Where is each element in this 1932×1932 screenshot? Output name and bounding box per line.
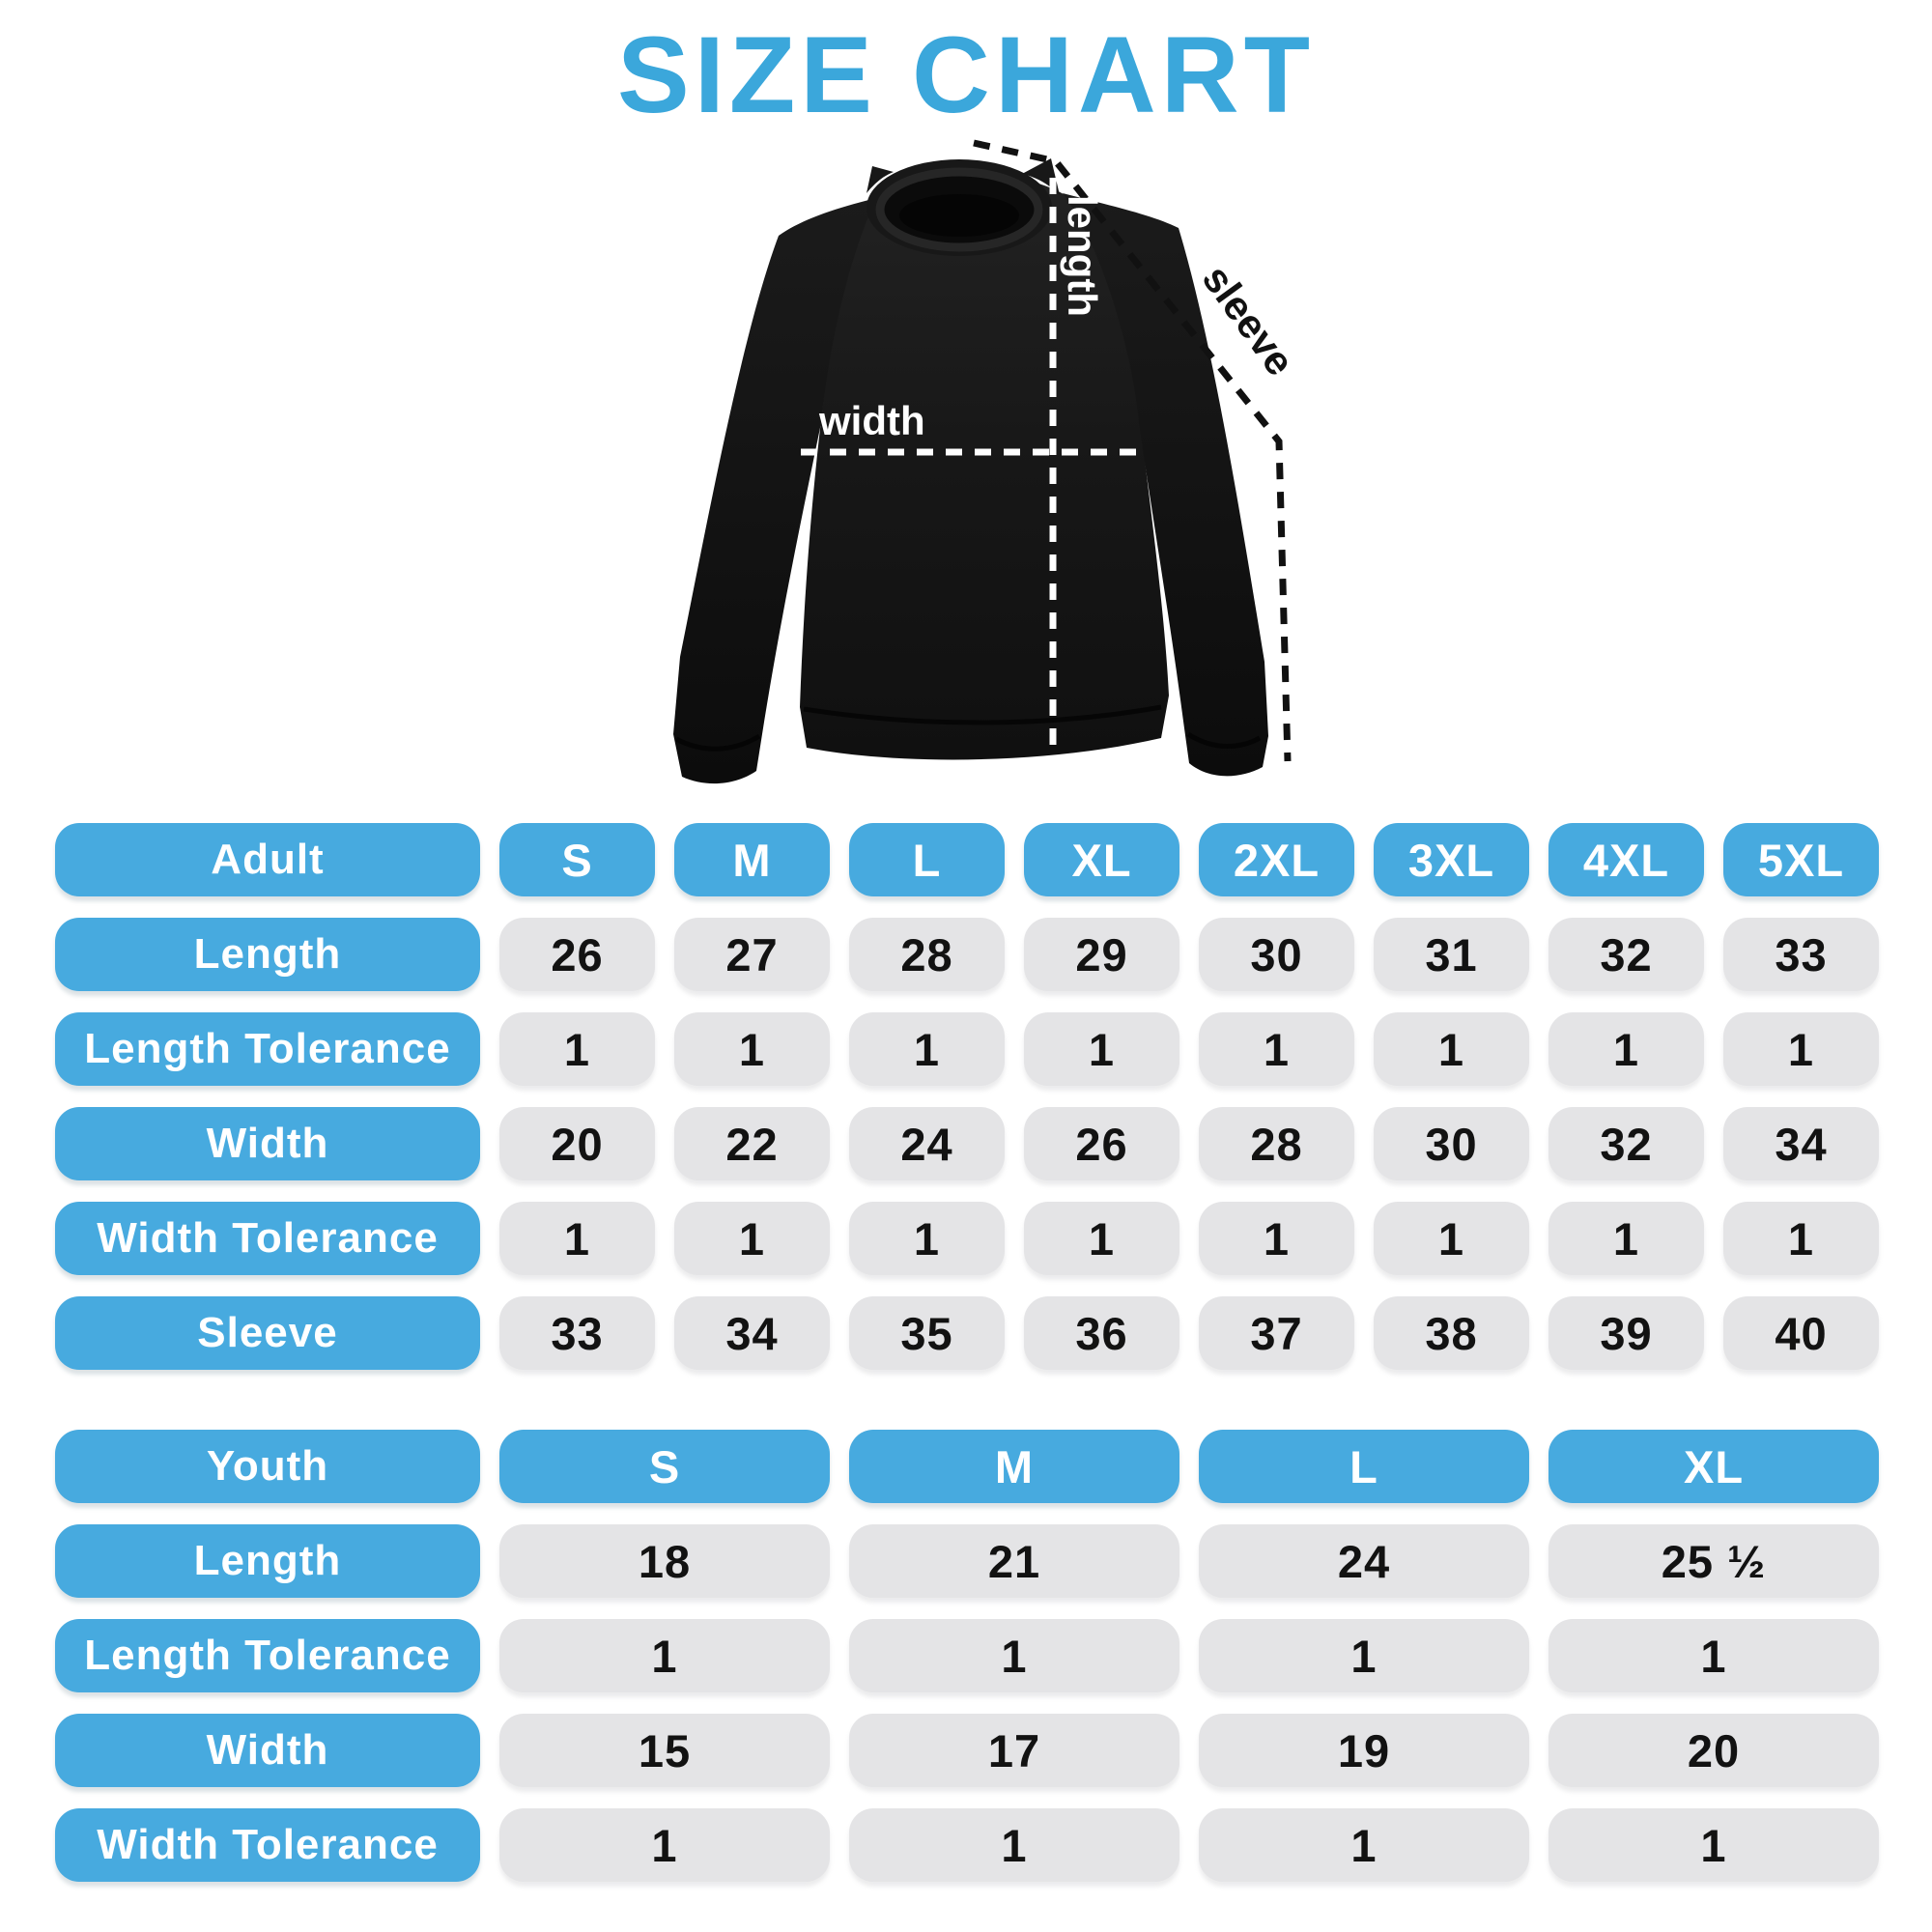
- value-cell: 20: [1548, 1714, 1879, 1787]
- right-cuff-seam: [1186, 731, 1262, 749]
- value-cell: 1: [1723, 1202, 1879, 1275]
- value-cell: 1: [674, 1012, 830, 1086]
- size-header-pill: 3XL: [1374, 823, 1529, 896]
- value-cell: 33: [1723, 918, 1879, 991]
- value-cell: 1: [1548, 1619, 1879, 1692]
- value-cell: 1: [1024, 1202, 1179, 1275]
- shirt-body: [800, 174, 1169, 760]
- value-cell: 1: [499, 1808, 830, 1882]
- value-cell: 15: [499, 1714, 830, 1787]
- length-label: length: [1060, 195, 1105, 317]
- value-cell: 1: [849, 1808, 1179, 1882]
- value-cell: 32: [1548, 918, 1704, 991]
- row-label-pill: Width: [55, 1714, 480, 1787]
- value-cell: 29: [1024, 918, 1179, 991]
- value-cell: 27: [674, 918, 830, 991]
- row-label-pill: Length: [55, 1524, 480, 1598]
- value-cell: 1: [1374, 1202, 1529, 1275]
- value-cell: 1: [849, 1619, 1179, 1692]
- value-cell: 1: [1374, 1012, 1529, 1086]
- value-cell: 20: [499, 1107, 655, 1180]
- table-header-label: Adult: [55, 823, 480, 896]
- value-cell: 28: [1199, 1107, 1354, 1180]
- value-cell: 1: [1548, 1808, 1879, 1882]
- row-label-pill: Sleeve: [55, 1296, 480, 1370]
- value-cell: 1: [849, 1012, 1005, 1086]
- size-header-pill: S: [499, 823, 655, 896]
- width-label: width: [818, 398, 925, 443]
- value-cell: 30: [1374, 1107, 1529, 1180]
- sleeve-line: [973, 139, 1292, 762]
- value-cell: 19: [1199, 1714, 1529, 1787]
- value-cell: 17: [849, 1714, 1179, 1787]
- value-cell: 1: [499, 1202, 655, 1275]
- value-cell: 1: [1199, 1619, 1529, 1692]
- hem-seam: [803, 704, 1162, 725]
- youth-size-table: Youth S M L XL Length 18 21 24 25 ½ Length Toleran…: [55, 1430, 1879, 1882]
- value-cell: 26: [499, 918, 655, 991]
- value-cell: 37: [1199, 1296, 1354, 1370]
- value-cell: 24: [1199, 1524, 1529, 1598]
- size-header-pill: L: [1199, 1430, 1529, 1503]
- size-header-pill: 5XL: [1723, 823, 1879, 896]
- size-header-pill: 4XL: [1548, 823, 1704, 896]
- value-cell: 30: [1199, 918, 1354, 991]
- value-cell: 25 ½: [1548, 1524, 1879, 1598]
- row-label-pill: Length Tolerance: [55, 1619, 480, 1692]
- value-cell: 1: [674, 1202, 830, 1275]
- collar-opening: [899, 194, 1019, 237]
- value-cell: 18: [499, 1524, 830, 1598]
- size-header-pill: L: [849, 823, 1005, 896]
- value-cell: 24: [849, 1107, 1005, 1180]
- size-header-pill: 2XL: [1199, 823, 1354, 896]
- value-cell: 35: [849, 1296, 1005, 1370]
- value-cell: 39: [1548, 1296, 1704, 1370]
- value-cell: 1: [1199, 1012, 1354, 1086]
- value-cell: 34: [1723, 1107, 1879, 1180]
- adult-size-table: Adult S M L XL 2XL 3XL 4XL 5XL Length 26 27 28 29 30 31…: [55, 823, 1879, 1370]
- value-cell: 33: [499, 1296, 655, 1370]
- value-cell: 1: [499, 1619, 830, 1692]
- collar-left-peak: [867, 166, 894, 193]
- value-cell: 21: [849, 1524, 1179, 1598]
- row-label-pill: Width: [55, 1107, 480, 1180]
- value-cell: 1: [1199, 1202, 1354, 1275]
- value-cell: 1: [1548, 1202, 1704, 1275]
- value-cell: 1: [1548, 1012, 1704, 1086]
- size-header-pill: XL: [1548, 1430, 1879, 1503]
- value-cell: 40: [1723, 1296, 1879, 1370]
- value-cell: 1: [499, 1012, 655, 1086]
- size-header-pill: XL: [1024, 823, 1179, 896]
- value-cell: 22: [674, 1107, 830, 1180]
- table-header-label: Youth: [55, 1430, 480, 1503]
- value-cell: 1: [1723, 1012, 1879, 1086]
- size-header-pill: M: [674, 823, 830, 896]
- value-cell: 26: [1024, 1107, 1179, 1180]
- left-cuff-seam: [674, 733, 761, 752]
- page-title: SIZE CHART: [617, 14, 1315, 135]
- sweatshirt-diagram: width length sleeve: [673, 139, 1303, 784]
- size-header-pill: M: [849, 1430, 1179, 1503]
- value-cell: 31: [1374, 918, 1529, 991]
- value-cell: 32: [1548, 1107, 1704, 1180]
- value-cell: 1: [1024, 1012, 1179, 1086]
- shirt-right-sleeve: [1063, 193, 1268, 777]
- shirt-left-sleeve: [673, 198, 877, 784]
- value-cell: 1: [849, 1202, 1005, 1275]
- row-label-pill: Width Tolerance: [55, 1202, 480, 1275]
- row-label-pill: Length Tolerance: [55, 1012, 480, 1086]
- value-cell: 36: [1024, 1296, 1179, 1370]
- value-cell: 34: [674, 1296, 830, 1370]
- row-label-pill: Length: [55, 918, 480, 991]
- value-cell: 38: [1374, 1296, 1529, 1370]
- size-header-pill: S: [499, 1430, 830, 1503]
- value-cell: 28: [849, 918, 1005, 991]
- row-label-pill: Width Tolerance: [55, 1808, 480, 1882]
- value-cell: 1: [1199, 1808, 1529, 1882]
